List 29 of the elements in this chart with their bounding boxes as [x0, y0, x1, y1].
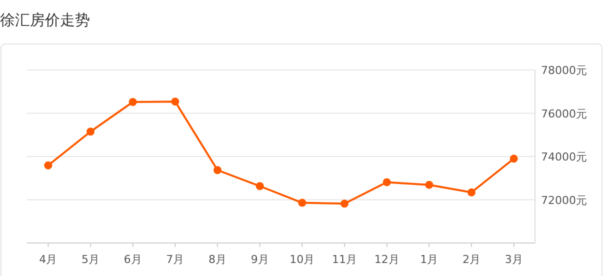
- x-tick-label: 8月: [208, 253, 226, 266]
- point: [44, 161, 52, 170]
- point: [468, 188, 476, 196]
- x-tick-label: 5月: [82, 253, 100, 266]
- x-tick-label: 12月: [374, 253, 400, 266]
- x-tick-label: 9月: [250, 253, 269, 266]
- x-tick-label: 2月: [462, 253, 480, 266]
- point: [128, 98, 137, 106]
- point: [382, 178, 391, 186]
- point: [298, 198, 306, 207]
- x-tick-label: 3月: [504, 253, 523, 266]
- y-tick-label: 72000元: [541, 194, 587, 207]
- y-tick-label: 76000元: [541, 107, 587, 120]
- y-tick-label: 74000元: [541, 150, 587, 164]
- point: [214, 166, 222, 174]
- y-tick-label: 78000元: [541, 64, 587, 77]
- x-tick-label: 7月: [166, 253, 184, 266]
- point: [171, 98, 180, 106]
- point: [86, 128, 94, 136]
- chart-title: 徐汇房价走势: [0, 11, 90, 29]
- point: [425, 180, 434, 189]
- point: [510, 154, 518, 163]
- x-tick-label: 4月: [39, 253, 58, 266]
- x-tick-label: 1月: [420, 253, 438, 266]
- x-tick-label: 6月: [124, 253, 142, 266]
- x-tick-label: 11月: [332, 253, 357, 266]
- point: [340, 200, 348, 208]
- x-tick-label: 10月: [290, 253, 315, 266]
- point: [256, 182, 264, 190]
